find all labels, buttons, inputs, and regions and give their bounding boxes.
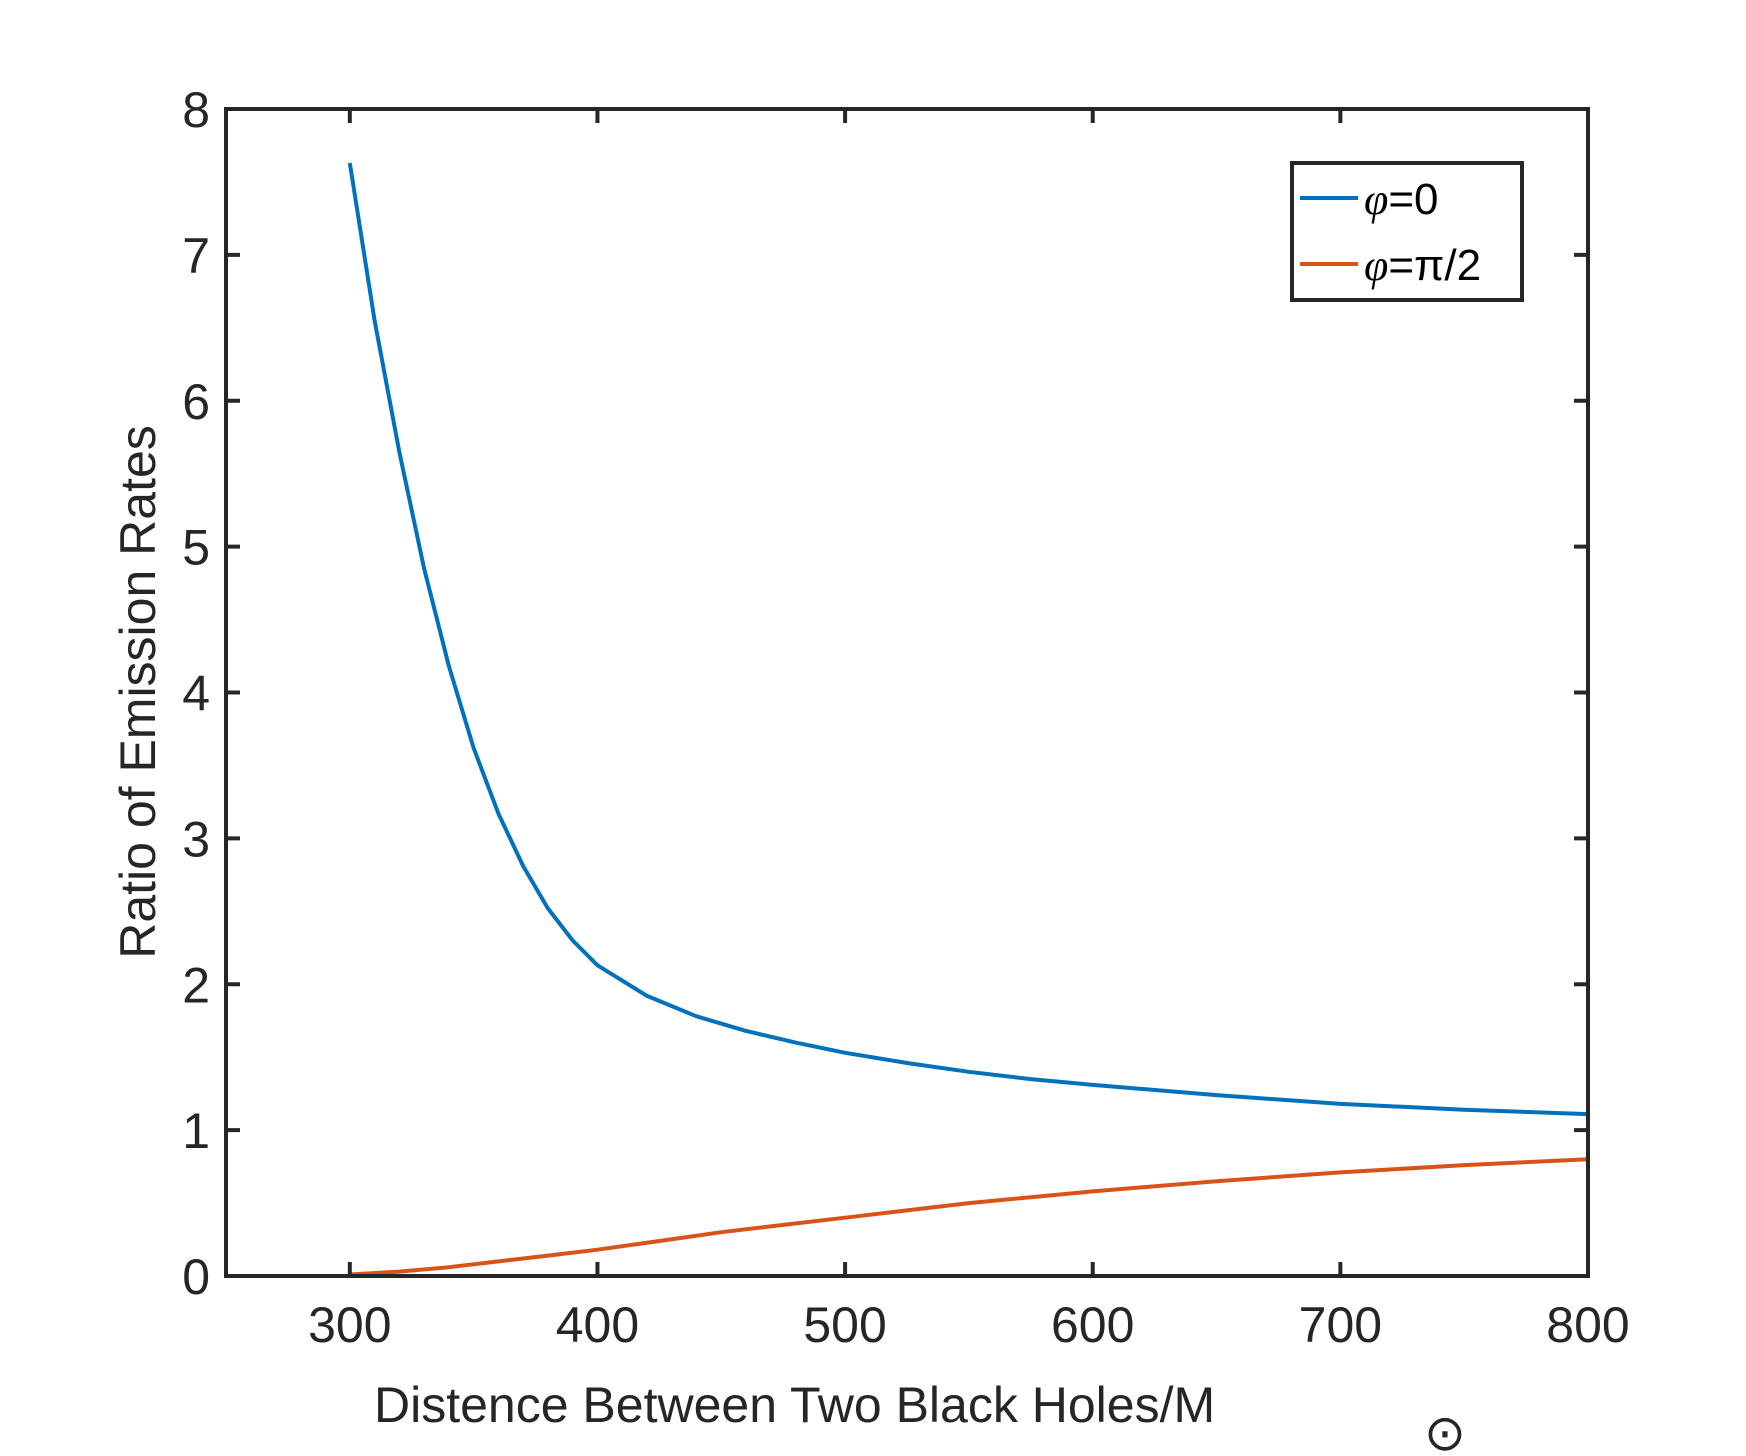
- legend-phi-symbol-0: φ: [1364, 175, 1388, 224]
- x-tick-label-700: 700: [1299, 1297, 1382, 1353]
- series-layer: [347, 162, 1589, 1277]
- legend: φ=0 φ=π/2: [1290, 161, 1524, 302]
- legend-label-phi-pi-2: φ=π/2: [1364, 241, 1481, 290]
- y-tick-label-1: 1: [182, 1103, 210, 1159]
- x-axis-label-subscript: ⊙: [1424, 1405, 1466, 1456]
- y-axis-label: Ratio of Emission Rates: [110, 425, 166, 959]
- y-tick-label-6: 6: [182, 374, 210, 430]
- legend-label-rest-0: =0: [1388, 175, 1438, 224]
- tick-labels-layer: 300 400 500 600 700 800 0 1 2 3 4 5 6 7 8: [182, 82, 1630, 1353]
- x-tick-label-500: 500: [803, 1297, 886, 1353]
- y-tick-label-4: 4: [182, 666, 210, 722]
- x-tick-label-300: 300: [308, 1297, 391, 1353]
- y-tick-label-3: 3: [182, 811, 210, 867]
- plot-area: [226, 109, 1588, 1276]
- legend-box: [1290, 161, 1524, 302]
- legend-label-phi-0: φ=0: [1364, 175, 1439, 224]
- x-tick-label-400: 400: [556, 1297, 639, 1353]
- legend-label-rest-1: =π/2: [1388, 241, 1481, 290]
- x-axis-label: Distence Between Two Black Holes/M: [374, 1377, 1215, 1433]
- x-tick-label-600: 600: [1051, 1297, 1134, 1353]
- y-tick-label-5: 5: [182, 520, 210, 576]
- x-axis-label-text: Distence Between Two Black Holes/M: [374, 1377, 1215, 1433]
- y-tick-label-8: 8: [182, 82, 210, 138]
- legend-phi-symbol-1: φ: [1364, 241, 1388, 290]
- y-tick-label-7: 7: [182, 228, 210, 284]
- series-line-0: [347, 162, 1589, 1117]
- y-tick-label-0: 0: [182, 1249, 210, 1305]
- y-tick-label-2: 2: [182, 957, 210, 1013]
- axes-box: [224, 107, 1590, 1278]
- series-line-1: [349, 1157, 1589, 1277]
- x-tick-label-800: 800: [1546, 1297, 1629, 1353]
